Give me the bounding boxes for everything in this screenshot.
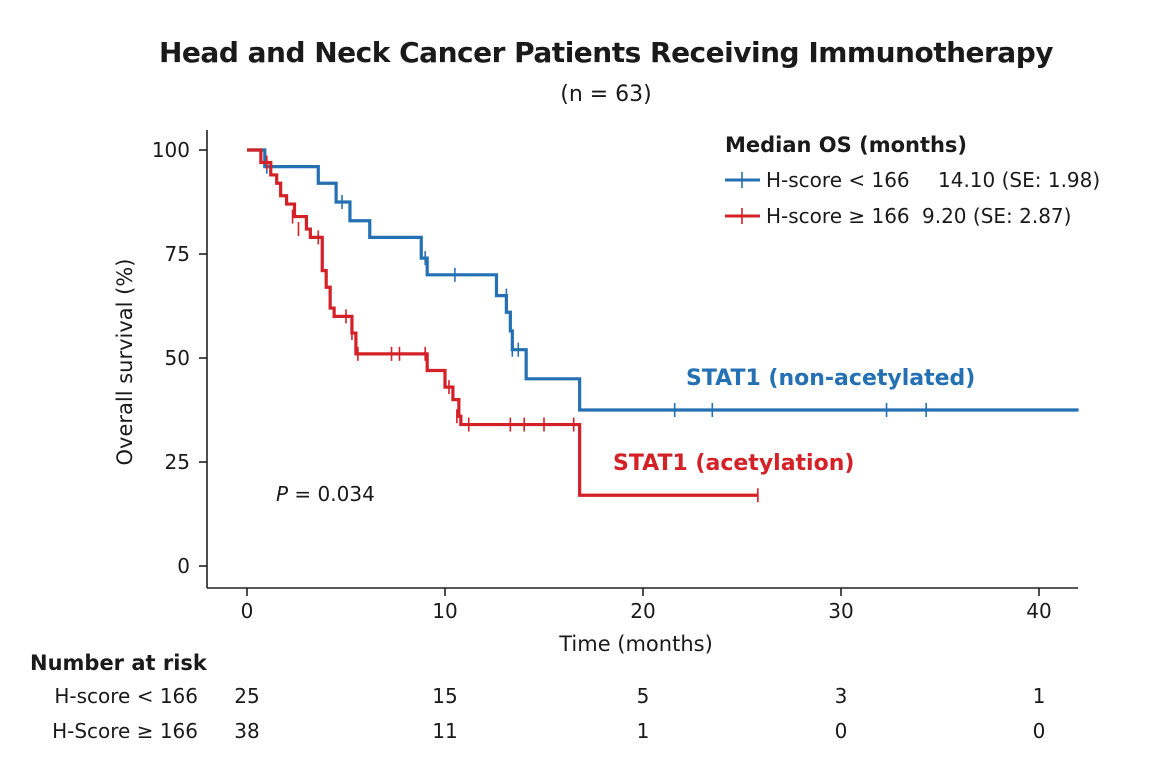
risk-table: Number at risk H-score < 166 H-Score ≥ 1…	[30, 651, 1045, 743]
risk-count-row1-t10: 11	[432, 719, 457, 743]
legend-value-red: 9.20 (SE: 2.87)	[922, 204, 1071, 228]
x-tick-label-30: 30	[828, 599, 853, 623]
risk-counts: 25 15 5 3 138 11 1 0 0	[234, 684, 1045, 743]
risk-count-row0-t10: 15	[432, 684, 457, 708]
risk-count-row0-t20: 5	[637, 684, 650, 708]
y-axis-title: Overall survival (%)	[113, 258, 137, 465]
legend-entry-red: H-score ≥ 166 9.20 (SE: 2.87)	[725, 204, 1071, 228]
risk-count-row0-t40: 1	[1033, 684, 1046, 708]
y-tick-label-75: 75	[165, 242, 190, 266]
p-value-text: = 0.034	[288, 482, 375, 506]
survival-curves	[247, 148, 1079, 503]
x-tick-label-10: 10	[432, 599, 457, 623]
risk-count-row0-t0: 25	[234, 684, 259, 708]
legend-label-blue: H-score < 166	[766, 168, 910, 192]
curve-high-hscore	[247, 148, 758, 497]
y-tick-label-100: 100	[152, 138, 190, 162]
p-value-italic: P	[276, 482, 289, 506]
y-tick-label-0: 0	[177, 554, 190, 578]
chart-title: Head and Neck Cancer Patients Receiving …	[159, 36, 1054, 69]
y-tick-label-25: 25	[165, 450, 190, 474]
y-tick-label-50: 50	[165, 346, 190, 370]
curve-low-hscore	[247, 148, 1079, 412]
y-ticks: 0 25 50 75 100	[152, 138, 207, 578]
risk-count-row1-t20: 1	[637, 719, 650, 743]
risk-count-row1-t0: 38	[234, 719, 259, 743]
risk-row-label-red: H-Score ≥ 166	[52, 719, 198, 743]
x-tick-label-40: 40	[1026, 599, 1051, 623]
annotation-non-acetylated: STAT1 (non-acetylated)	[686, 366, 975, 391]
risk-count-row1-t40: 0	[1033, 719, 1046, 743]
x-tick-label-0: 0	[241, 599, 254, 623]
risk-table-title: Number at risk	[30, 651, 208, 675]
legend-entry-blue: H-score < 166 14.10 (SE: 1.98)	[725, 168, 1100, 192]
legend-title: Median OS (months)	[725, 133, 967, 157]
chart-subtitle: (n = 63)	[560, 82, 652, 107]
legend-label-red: H-score ≥ 166	[766, 204, 910, 228]
legend-value-blue: 14.10 (SE: 1.98)	[938, 168, 1100, 192]
x-axis-title: Time (months)	[558, 632, 713, 656]
annotation-acetylation: STAT1 (acetylation)	[613, 451, 854, 476]
legend: Median OS (months) H-score < 166 14.10 (…	[725, 133, 1100, 228]
risk-count-row0-t30: 3	[835, 684, 848, 708]
x-tick-label-20: 20	[630, 599, 655, 623]
risk-count-row1-t30: 0	[835, 719, 848, 743]
risk-row-label-blue: H-score < 166	[54, 684, 198, 708]
x-ticks: 0 10 20 30 40	[241, 588, 1052, 623]
p-value-annotation: P = 0.034	[276, 482, 375, 506]
